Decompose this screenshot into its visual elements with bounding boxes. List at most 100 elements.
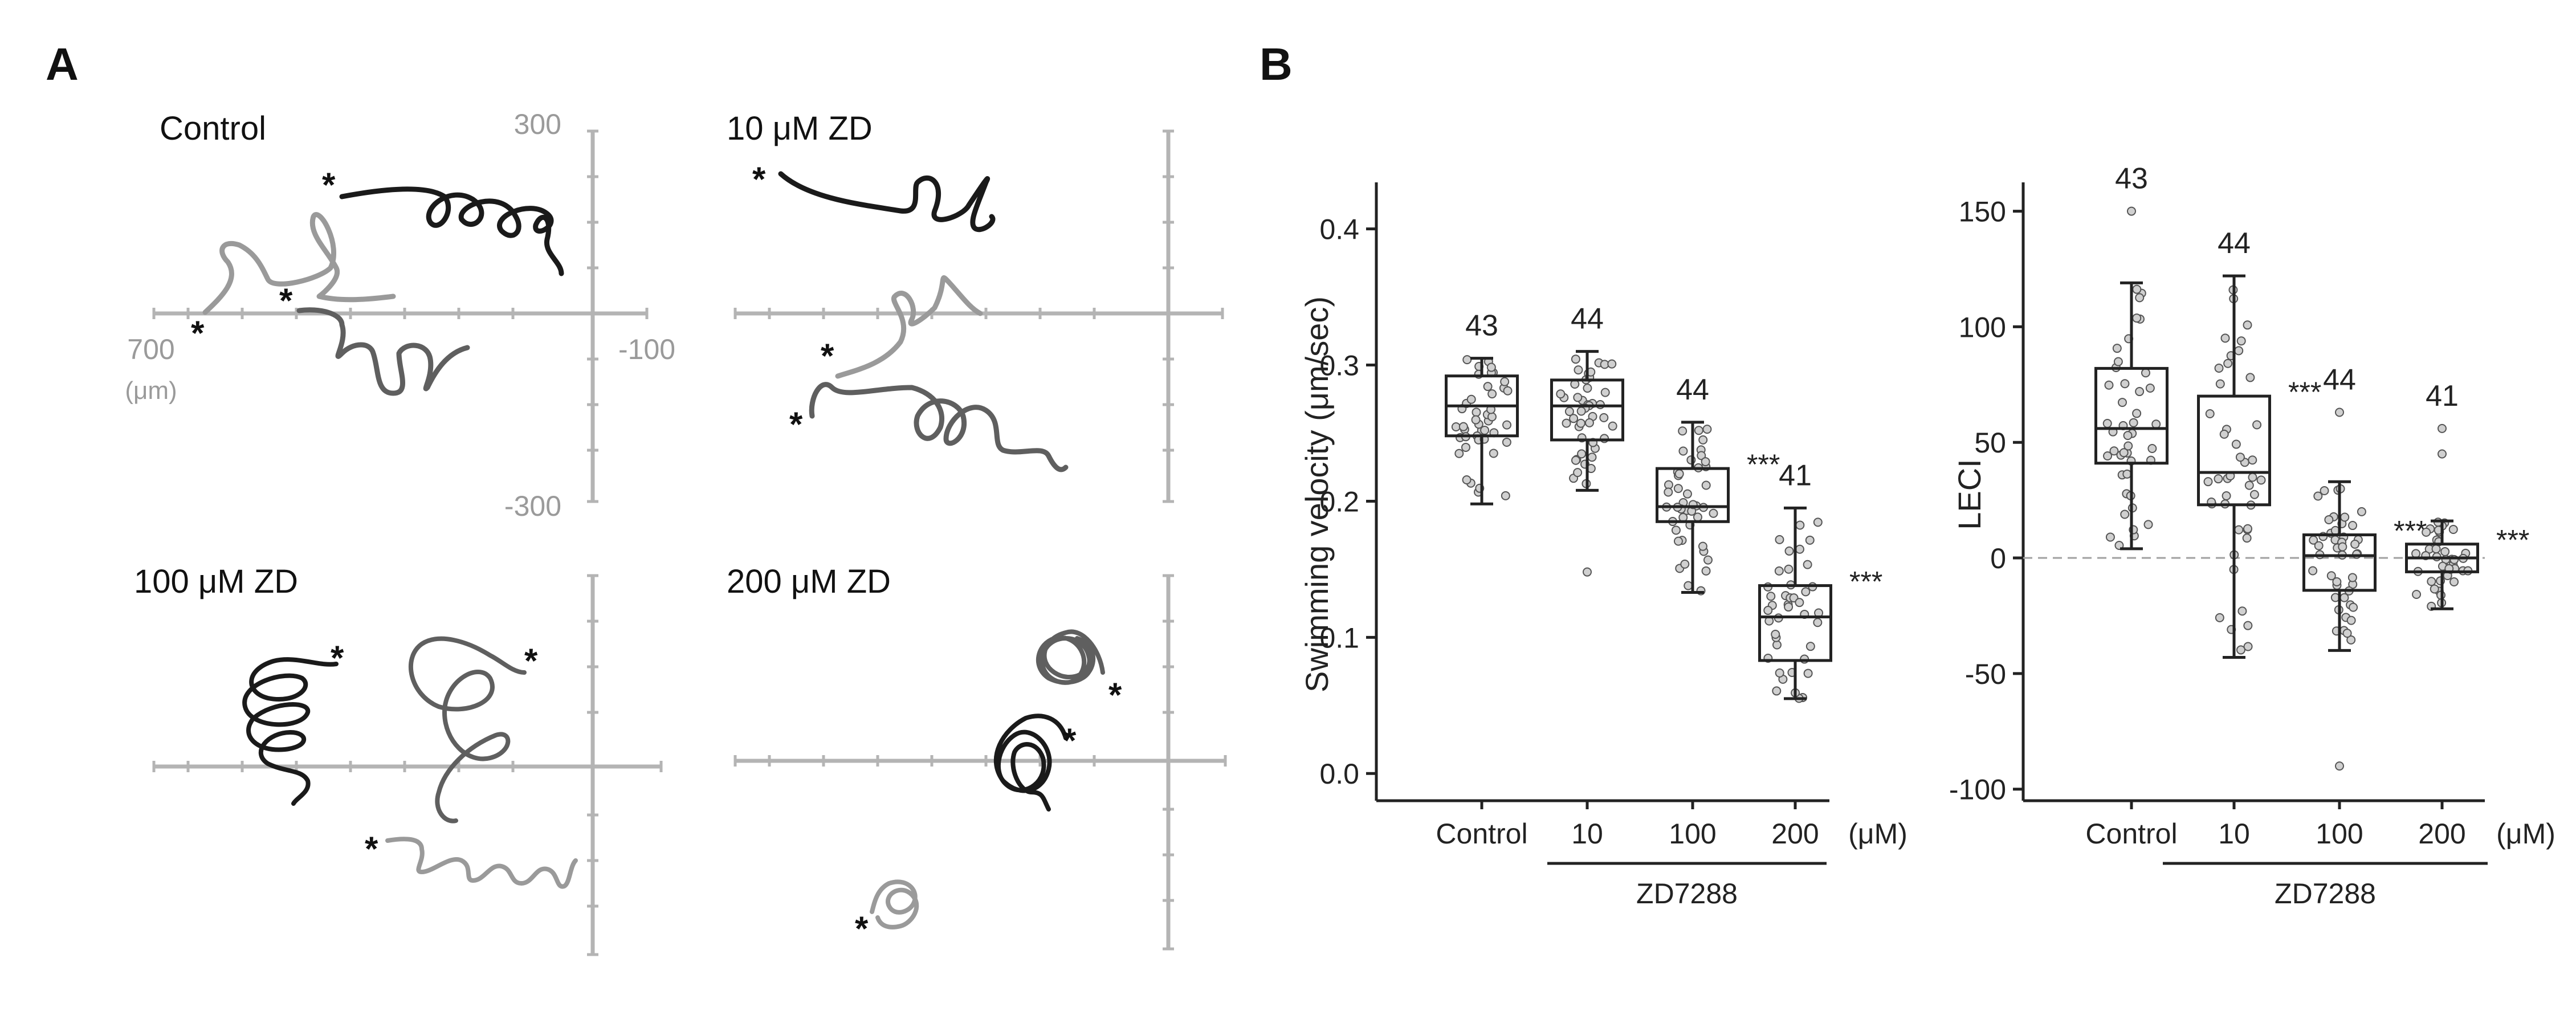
data-point	[2357, 507, 2366, 516]
data-point	[2243, 524, 2253, 533]
data-point	[1709, 508, 1718, 518]
iqr-box	[1656, 467, 1730, 523]
axes	[152, 129, 649, 503]
data-point	[2119, 448, 2129, 458]
data-point	[2314, 541, 2324, 551]
data-point	[2349, 602, 2358, 612]
data-point	[2243, 320, 2252, 330]
y-axis-label: LECI	[1951, 459, 1987, 530]
data-point	[1774, 566, 1784, 576]
data-point	[2234, 346, 2244, 356]
data-point	[2430, 584, 2439, 594]
data-point	[1678, 426, 1688, 436]
iqr-box	[2302, 533, 2377, 592]
axes	[733, 574, 1227, 951]
data-point	[1772, 640, 1782, 650]
data-point	[1784, 546, 1794, 556]
y-tick-label: 100	[1959, 311, 2006, 343]
x-tick-label: 200	[1771, 818, 1819, 850]
data-point	[1803, 560, 1812, 569]
data-point	[1458, 422, 1468, 431]
data-point	[2350, 539, 2360, 549]
data-point	[2151, 419, 2161, 429]
data-point	[1803, 668, 1813, 678]
outlier-point	[2438, 423, 2447, 433]
data-point	[2346, 615, 2356, 625]
n-label: 43	[1465, 309, 1498, 343]
data-point	[2104, 380, 2114, 390]
data-point	[2236, 645, 2245, 655]
data-point	[1599, 413, 1609, 422]
data-point	[1784, 564, 1794, 574]
group-label: ZD7288	[2275, 878, 2376, 910]
data-point	[1573, 393, 1583, 402]
data-point	[1584, 418, 1594, 427]
outlier-point	[1583, 567, 1592, 577]
trajectory-path	[778, 171, 996, 233]
data-point	[1564, 407, 1574, 417]
data-point	[1784, 602, 1794, 612]
data-point	[2120, 509, 2130, 519]
start-marker: *	[191, 314, 205, 352]
data-point	[2205, 409, 2215, 418]
data-point	[2123, 431, 2133, 441]
data-point	[1573, 468, 1583, 478]
data-point	[1600, 388, 1610, 397]
box-2: 44 ***	[1656, 373, 1780, 596]
data-point	[2448, 524, 2458, 534]
data-point	[1771, 629, 1780, 639]
data-point	[1608, 421, 1617, 431]
data-point	[2244, 480, 2254, 490]
x-tick-label: Control	[2085, 818, 2177, 850]
data-point	[2215, 613, 2224, 622]
trajectory-path	[1036, 629, 1105, 685]
data-point	[1682, 489, 1692, 499]
n-label: 44	[2323, 363, 2356, 396]
y-min-label: -300	[504, 490, 561, 522]
data-point	[1462, 475, 1472, 485]
data-point	[1813, 618, 1823, 627]
data-point	[1569, 414, 1579, 423]
data-point	[2236, 336, 2246, 346]
data-point	[2252, 420, 2262, 430]
unit-label: (μM)	[2496, 818, 2555, 850]
data-point	[2132, 313, 2142, 323]
quadrant-title: Control	[160, 110, 266, 147]
y-tick-label: 0.0	[1319, 758, 1359, 790]
data-point	[1795, 544, 1804, 554]
significance-label: ***	[2394, 515, 2427, 547]
y-tick-label: 0.3	[1319, 350, 1359, 382]
data-point	[1503, 386, 1513, 396]
trajectory-path	[296, 307, 470, 396]
data-point	[1684, 581, 1693, 590]
data-point	[1462, 355, 1472, 365]
significance-label: ***	[1747, 449, 1780, 480]
data-point	[1801, 587, 1811, 597]
data-point	[1502, 420, 1512, 430]
data-point	[1480, 426, 1490, 435]
box-0: 43	[1445, 309, 1519, 506]
data-point	[2132, 284, 2142, 294]
y-tick-label: 50	[1974, 427, 2006, 459]
data-point	[2248, 472, 2257, 482]
data-point	[2135, 387, 2145, 397]
trajectory-path	[408, 636, 527, 824]
data-point	[2219, 429, 2229, 439]
x-right-label: -100	[618, 333, 675, 365]
data-point	[2242, 533, 2252, 543]
x-left-label: 700	[127, 333, 174, 365]
start-marker: *	[331, 639, 344, 677]
n-label: 44	[2218, 227, 2251, 260]
data-point	[2117, 398, 2127, 407]
data-point	[2332, 577, 2342, 586]
quadrant-title: 100 μM ZD	[134, 563, 298, 600]
data-point	[2143, 520, 2153, 529]
start-marker: *	[365, 830, 378, 868]
data-point	[1571, 354, 1580, 364]
data-point	[1703, 555, 1713, 565]
data-point	[2411, 549, 2421, 559]
data-point	[2324, 515, 2334, 524]
start-marker: *	[322, 166, 336, 204]
data-point	[2256, 475, 2266, 485]
data-point	[1487, 389, 1497, 399]
